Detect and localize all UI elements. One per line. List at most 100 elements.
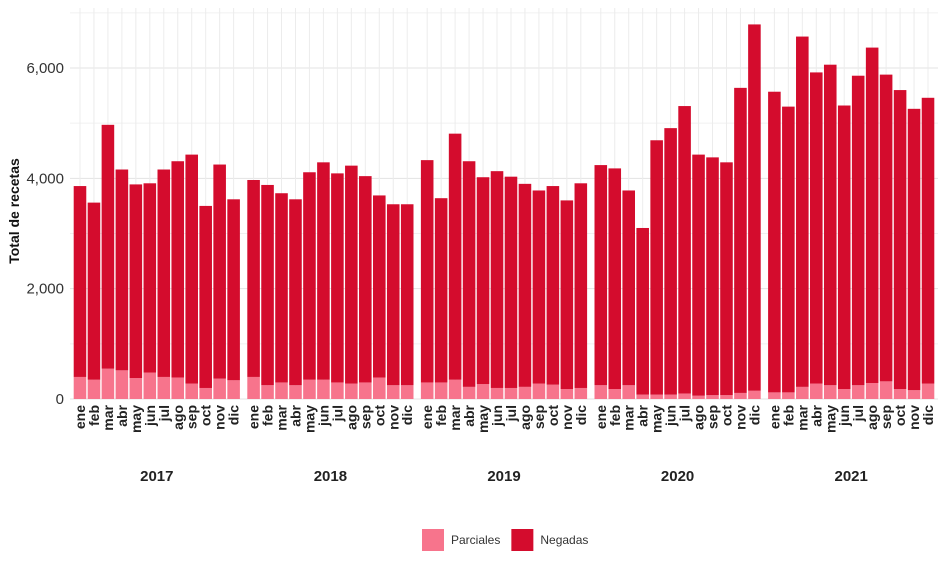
bar-parciales [434, 382, 448, 399]
year-label: 2020 [661, 468, 694, 485]
bar-negadas [706, 157, 719, 396]
bar-parciales [650, 394, 663, 399]
x-tick-label: dic [746, 405, 762, 425]
x-tick-label: ene [72, 405, 88, 429]
bar-negadas [213, 164, 226, 379]
bar-negadas [851, 75, 865, 386]
bar-negadas [420, 160, 434, 383]
x-tick-label: ago [517, 405, 533, 430]
x-tick-label: oct [718, 405, 734, 426]
x-tick-label: ene [246, 405, 262, 429]
bar-parciales [706, 395, 719, 399]
x-tick-label: ago [343, 405, 359, 430]
x-tick-label: oct [198, 405, 214, 426]
bar-parciales [796, 386, 809, 399]
x-tick-label: feb [433, 405, 449, 426]
x-tick-label: nov [212, 405, 228, 430]
bar-negadas [594, 165, 608, 386]
bar-negadas [734, 87, 747, 393]
x-tick-label: dic [573, 405, 589, 425]
x-tick-label: feb [86, 405, 102, 426]
bar-negadas [837, 105, 851, 390]
x-tick-label: ene [593, 405, 609, 429]
bar-parciales [213, 378, 226, 399]
bar-negadas [386, 204, 400, 386]
x-tick-label: jun [663, 405, 679, 427]
x-tick-label: mar [274, 404, 290, 430]
bar-parciales [420, 382, 434, 399]
bar-negadas [275, 193, 288, 383]
year-label: 2017 [140, 468, 173, 485]
bar-negadas [518, 183, 532, 387]
bar-parciales [837, 389, 851, 399]
bar-negadas [73, 186, 87, 377]
bar-parciales [171, 377, 185, 399]
x-tick-label: jul [503, 405, 519, 422]
bar-negadas [678, 106, 691, 394]
bar-negadas [893, 90, 907, 390]
bar-parciales [87, 379, 101, 399]
x-tick-label: mar [447, 404, 463, 430]
bar-negadas [261, 184, 274, 386]
x-tick-label: jun [836, 405, 852, 427]
x-tick-label: dic [399, 405, 415, 425]
bar-negadas [546, 186, 560, 385]
x-tick-label: feb [780, 405, 796, 426]
bar-negadas [129, 184, 143, 379]
bar-negadas [227, 199, 240, 381]
bar-parciales [574, 387, 588, 399]
x-tick-label: oct [545, 405, 561, 426]
bar-negadas [748, 24, 761, 391]
x-tick-label: may [301, 405, 317, 433]
bar-parciales [143, 372, 157, 399]
bar-parciales [157, 376, 171, 399]
x-tick-label: oct [892, 405, 908, 426]
bar-negadas [247, 179, 260, 377]
legend-swatch-negadas [511, 529, 534, 551]
bar-parciales [448, 379, 462, 399]
x-tick-label: may [822, 405, 838, 433]
x-tick-label: jul [850, 405, 866, 422]
bar-negadas [664, 128, 677, 395]
bar-negadas [921, 97, 935, 384]
year-label: 2021 [835, 468, 868, 485]
bar-parciales [317, 379, 330, 399]
x-tick-label: mar [621, 404, 637, 430]
x-tick-label: mar [100, 404, 116, 430]
legend-swatch-parciales [422, 529, 444, 551]
bar-negadas [560, 200, 574, 390]
x-tick-label: sep [357, 405, 373, 429]
bar-negadas [879, 74, 893, 382]
bar-parciales [504, 387, 518, 399]
x-tick-label: sep [878, 405, 894, 429]
year-label: 2019 [487, 468, 520, 485]
x-tick-label: nov [559, 405, 575, 430]
bar-parciales [546, 384, 560, 399]
bar-negadas [608, 168, 622, 390]
x-tick-label: oct [371, 405, 387, 426]
bar-parciales [560, 389, 574, 399]
bar-negadas [574, 183, 588, 388]
x-tick-label: abr [635, 404, 651, 426]
bar-parciales [678, 393, 691, 399]
bar-parciales [261, 385, 274, 399]
bar-parciales [692, 395, 705, 399]
bar-parciales [490, 387, 504, 399]
bar-parciales [768, 392, 781, 399]
bar-parciales [199, 387, 212, 399]
y-tick-label: 4,000 [26, 170, 64, 187]
bar-parciales [664, 394, 677, 399]
bar-parciales [636, 394, 649, 399]
bar-parciales [518, 386, 532, 399]
bar-parciales [782, 392, 795, 399]
x-tick-label: ago [170, 405, 186, 430]
x-tick-label: may [475, 405, 491, 433]
bar-parciales [359, 382, 372, 399]
bar-negadas [199, 205, 212, 388]
y-axis-label: Total de recetas [6, 158, 22, 264]
x-tick-label: nov [732, 405, 748, 430]
bar-parciales [851, 385, 865, 399]
bar-negadas [400, 204, 414, 386]
x-tick-label: dic [226, 405, 242, 425]
